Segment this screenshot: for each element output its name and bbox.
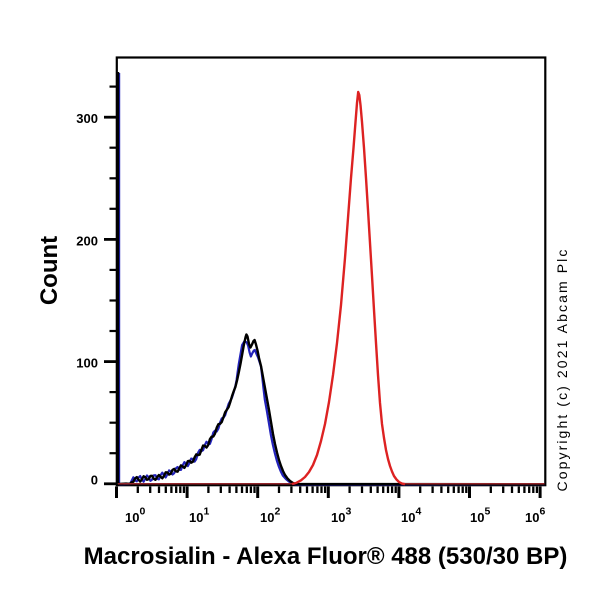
svg-text:0: 0	[91, 473, 98, 488]
svg-text:200: 200	[76, 234, 98, 249]
svg-text:Macrosialin - Alexa Fluor® 488: Macrosialin - Alexa Fluor® 488 (530/30 B…	[84, 543, 568, 570]
svg-text:300: 300	[76, 111, 98, 126]
svg-text:Count: Count	[36, 236, 63, 305]
svg-text:Copyright (c) 2021 Abcam Plc: Copyright (c) 2021 Abcam Plc	[554, 248, 570, 492]
svg-text:100: 100	[76, 356, 98, 371]
